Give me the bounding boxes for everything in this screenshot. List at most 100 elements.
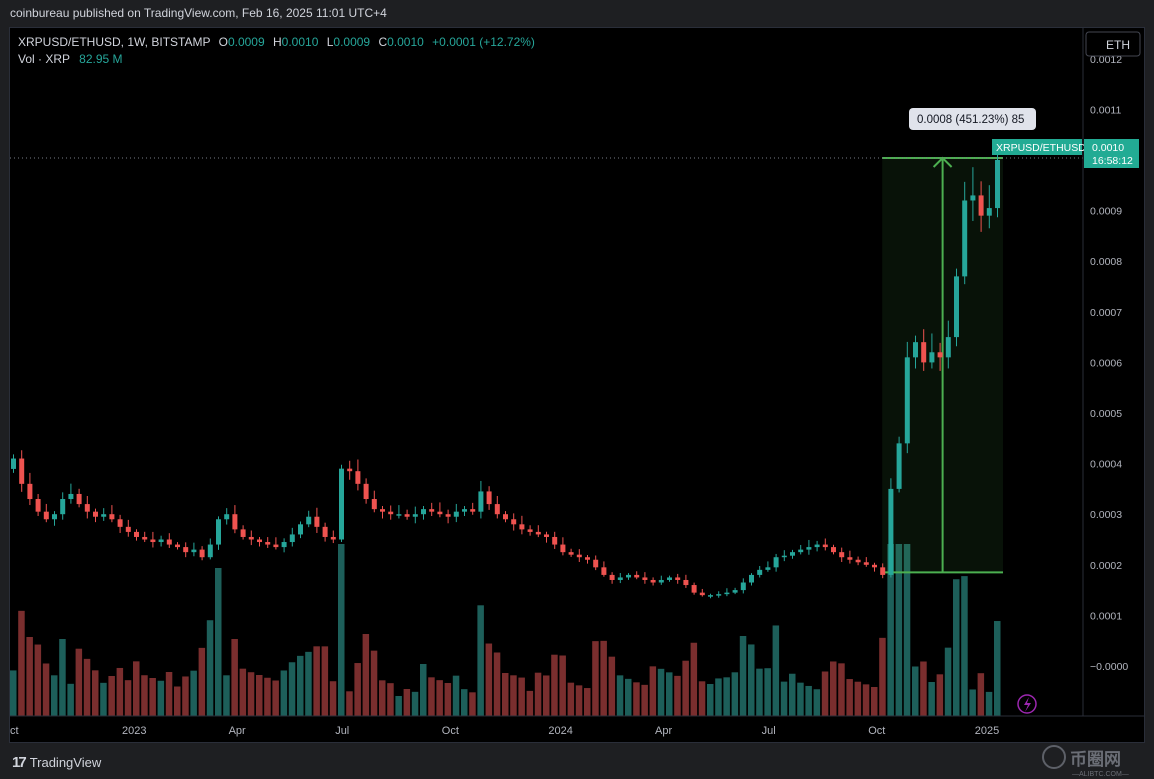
time-axis[interactable]: ct 2023 Apr Jul Oct 2024 Apr Jul Oct 2025 [10,715,1144,737]
legend-close: 0.0010 [387,35,424,49]
x-tick-label: Oct [442,725,459,737]
candle-body [445,514,451,517]
candle-body [125,526,131,532]
candle-body [478,491,484,512]
volume-bar [797,682,804,716]
volume-bar [608,656,616,716]
volume-bar [231,639,238,716]
volume-bar [485,643,493,716]
candle-body [708,595,713,597]
candle-body [363,483,369,500]
volume-bar [198,647,206,716]
candle-body [995,160,1000,209]
price-chart[interactable]: 0.0012 0.0011 0.0010 0.0009 0.0008 0.0007 0.00… [10,28,1144,742]
volume-bar [584,688,591,716]
candle-body [683,579,689,586]
volume-bar [821,671,829,716]
volume-bar [944,647,952,716]
volume-bar [297,655,304,716]
candle-body [913,342,918,358]
volume-bar [239,668,247,716]
candle-body [355,471,361,484]
measure-label-bg [909,108,1036,130]
legend-vol-label: Vol · XRP [18,52,70,66]
candle-body [134,531,139,537]
volume-bar [895,544,903,716]
chart-frame[interactable]: 0.0012 0.0011 0.0010 0.0009 0.0008 0.0007 0.00… [9,27,1145,743]
candle-body [298,524,303,535]
volume-bar [141,675,148,716]
volume-bar [764,668,771,716]
x-tick-label: Oct [868,725,885,737]
measure-label: 0.0008 (451.23%) 85 [917,114,1024,126]
x-tick-label: 2025 [975,725,999,737]
candle-body [929,352,935,363]
volume-bar [116,667,124,716]
tradingview-logo[interactable]: 17 TradingView [12,754,101,771]
tradingview-logo-icon: 17 [12,754,27,771]
x-tick-label: Jul [762,725,776,737]
volume-bar [165,672,173,716]
x-tick-label: Apr [655,725,672,737]
volume-bar [51,675,58,716]
candle-body [921,342,927,363]
volume-bar [280,670,288,716]
candle-body [855,559,861,563]
lightning-icon[interactable] [1017,694,1037,714]
volume-bar [34,644,42,716]
candle-body [421,509,426,515]
volume-bar [157,680,165,716]
candle-body [175,544,180,548]
volume-bar [403,689,411,716]
candle-body [658,579,664,583]
volume-bar [477,605,484,716]
volume-bar [715,678,722,716]
volume-bar [567,682,575,716]
candle-body [412,514,418,517]
svg-text:XRPUSD/ETHUSD, 1W, BITSTAMP: XRPUSD/ETHUSD, 1W, BITSTAMP O0.0009 H0.0… [18,35,535,49]
volume-bar [362,634,370,716]
candle-body [273,544,279,548]
candle-body [593,559,599,568]
y-tick-label: 0.0001 [1090,610,1122,622]
candle-body [765,567,771,570]
candle-body [691,585,697,593]
volume-bar [190,670,197,716]
volume-bar [387,683,394,716]
currency-button-bg[interactable] [1085,31,1141,57]
volume-bar [903,544,911,716]
candle-body [494,504,500,515]
x-tick-label: 2023 [122,725,146,737]
candle-body [986,208,992,216]
volume-bar [805,685,812,716]
candle-body [667,577,672,580]
y-tick-label: 0.0012 [1090,54,1122,66]
candle-body [43,511,49,520]
candle-body [191,549,197,553]
volume-bar [272,680,279,716]
volume-bar [772,625,780,716]
volume-bar [264,677,271,716]
y-tick-label: 0.0003 [1090,509,1122,521]
volume-bar [469,692,476,716]
volume-bar [313,646,320,716]
volume-bar [633,682,640,716]
candle-body [568,552,574,555]
volume-bar [518,677,525,716]
candle-body [699,592,705,596]
watermark-logo: 币圈网 —ALIBTC.COM— [1042,745,1129,778]
volume-bar [206,620,214,716]
volume-bar [657,668,665,716]
price-axis[interactable]: 0.0012 0.0011 0.0010 0.0009 0.0008 0.0007 0.00… [1090,54,1128,673]
candle-body [19,458,25,484]
candle-body [798,549,804,553]
currency-button[interactable]: ETH [1106,38,1130,52]
volume-bar [534,672,542,716]
volume-bar [256,675,263,716]
candle-body [880,567,886,575]
legend-close-label: C [378,35,387,49]
volume-bar [83,658,91,716]
candle-body [306,516,312,525]
candle-body [486,491,492,505]
volume-bar [592,641,599,716]
